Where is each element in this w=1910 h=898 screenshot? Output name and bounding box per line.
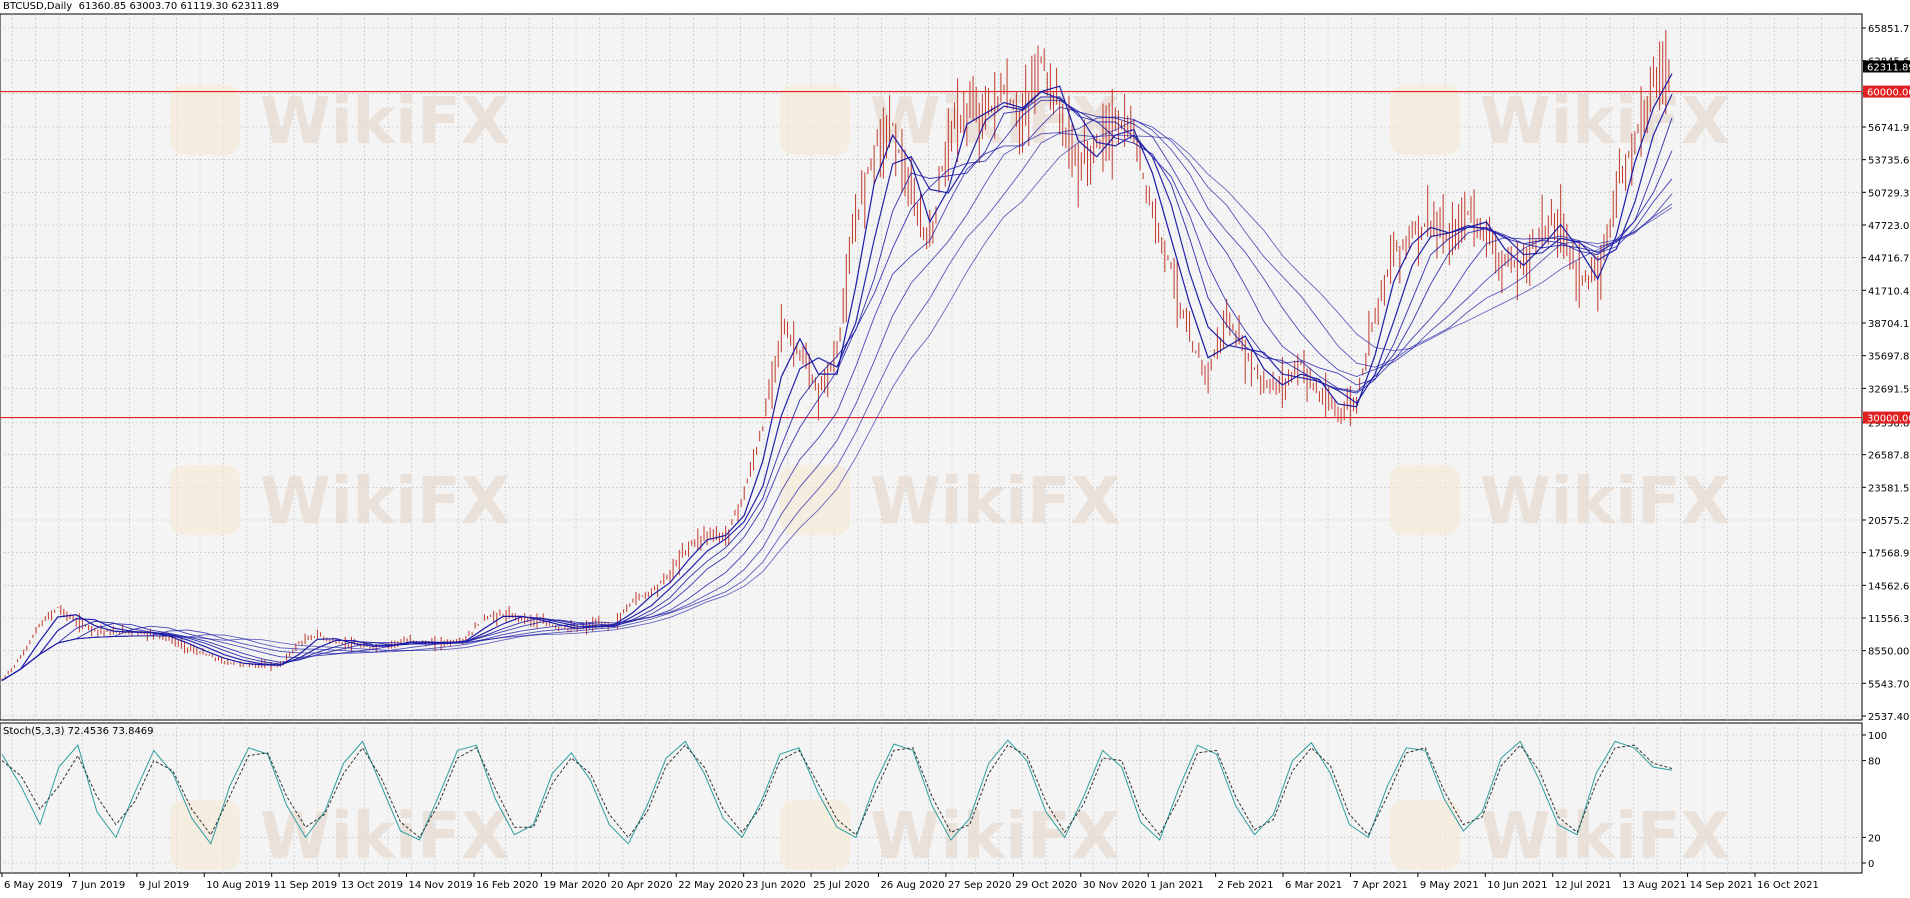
price-tag	[1863, 85, 1910, 98]
price-tick-label: 23581.50	[1868, 483, 1910, 494]
stoch-plot-area[interactable]	[0, 722, 1863, 874]
time-tick-label: 22 May 2020	[678, 880, 743, 891]
watermark-text: WikiFX	[870, 800, 1120, 874]
time-tick-label: 2 Feb 2021	[1218, 880, 1274, 891]
watermark-logo-icon	[780, 800, 850, 870]
price-candles	[1, 30, 1670, 681]
price-tick-label: 35697.80	[1868, 352, 1910, 363]
time-tick-label: 9 May 2021	[1420, 880, 1479, 891]
price-tick-label: 56741.90	[1868, 123, 1910, 134]
watermark-logo-icon	[780, 85, 850, 155]
moving-average-line	[1, 90, 1673, 682]
watermark-text: WikiFX	[1480, 85, 1730, 159]
time-tick-label: 16 Feb 2020	[476, 880, 538, 891]
stoch-tick-label: 20	[1868, 833, 1881, 844]
horizontal-level-lines	[0, 90, 1862, 419]
time-tick-label: 13 Oct 2019	[341, 880, 403, 891]
time-tick-label: 10 Aug 2019	[206, 880, 270, 891]
watermark-text: WikiFX	[260, 465, 510, 539]
price-tick-label: 32691.50	[1868, 384, 1910, 395]
price-tag-label: 60000.00	[1867, 88, 1910, 99]
price-tick-label: 20575.20	[1868, 516, 1910, 527]
moving-average-line	[1, 116, 1673, 681]
price-tag-label: 30000.00	[1867, 414, 1910, 425]
time-tick-label: 29 Oct 2020	[1015, 880, 1077, 891]
moving-average-line	[1, 134, 1673, 681]
time-tick-label: 9 Jul 2019	[139, 880, 189, 891]
price-tick-label: 2537.40	[1868, 712, 1909, 723]
time-axis: 6 May 2019 7 Jun 2019 9 Jul 2019 10 Aug 201…	[1, 873, 1819, 891]
watermark-logo-icon	[1390, 465, 1460, 535]
stoch-signal-line	[1, 744, 1673, 839]
watermark-text: WikiFX	[260, 800, 510, 874]
time-tick-label: 6 May 2019	[4, 880, 63, 891]
watermark-logo-icon	[170, 465, 240, 535]
moving-average-line	[1, 106, 1673, 681]
stoch-header: Stoch(5,3,3) 72.4536 73.8469	[3, 726, 154, 737]
moving-average-line	[1, 119, 1673, 681]
watermark-logo-icon	[780, 465, 850, 535]
stoch-axis: 100 80 20 0	[1862, 731, 1887, 870]
price-tick-label: 47723.00	[1868, 221, 1910, 232]
time-tick-label: 20 Apr 2020	[611, 880, 673, 891]
time-tick-label: 19 Mar 2020	[543, 880, 606, 891]
time-tick-label: 14 Nov 2019	[409, 880, 473, 891]
price-tick-label: 14562.60	[1868, 581, 1910, 592]
time-tick-label: 30 Nov 2020	[1083, 880, 1147, 891]
watermark-logo-icon	[1390, 800, 1460, 870]
moving-average-ribbon	[1, 73, 1673, 682]
price-tick-label: 5543.70	[1868, 679, 1909, 690]
price-tag	[1863, 411, 1910, 424]
time-tick-label: 12 Jul 2021	[1555, 880, 1612, 891]
watermark-logo-icon	[170, 800, 240, 870]
price-tick-label: 38704.10	[1868, 319, 1910, 330]
time-tick-label: 16 Oct 2021	[1757, 880, 1819, 891]
price-tag-label: 62311.89	[1867, 62, 1910, 73]
watermark-text: WikiFX	[870, 465, 1120, 539]
time-tick-label: 27 Sep 2020	[948, 880, 1011, 891]
time-tick-label: 10 Jun 2021	[1487, 880, 1547, 891]
time-tick-label: 7 Jun 2019	[71, 880, 125, 891]
watermark-text: WikiFX	[1480, 465, 1730, 539]
price-tick-label: 11556.30	[1868, 614, 1910, 625]
ohlc-values: 61360.85 63003.70 61119.30 62311.89	[78, 1, 279, 12]
price-tick-label: 50729.30	[1868, 188, 1910, 199]
moving-average-line	[1, 96, 1673, 681]
price-tick-label: 26587.80	[1868, 451, 1910, 462]
watermark-text: WikiFX	[1480, 800, 1730, 874]
time-tick-label: 25 Jul 2020	[813, 880, 870, 891]
time-tick-label: 23 Jun 2020	[746, 880, 806, 891]
main-plot-area[interactable]	[0, 13, 1863, 721]
stoch-tick-label: 0	[1868, 859, 1874, 870]
stoch-tick-label: 100	[1868, 731, 1887, 742]
price-tick-label: 44716.70	[1868, 254, 1910, 265]
time-tick-label: 13 Aug 2021	[1622, 880, 1686, 891]
watermark-layer: WikiFX WikiFX WikiFX WikiFX WikiFX WikiFX Wiki…	[170, 85, 1730, 874]
time-tick-label: 6 Mar 2021	[1285, 880, 1342, 891]
time-tick-label: 14 Sep 2021	[1690, 880, 1753, 891]
price-tick-label: 17568.90	[1868, 549, 1910, 560]
time-tick-label: 1 Jan 2021	[1150, 880, 1204, 891]
price-tick-label: 8550.00	[1868, 647, 1909, 658]
price-axis: 65851.7062845.6059832.7056741.9053735.60…	[1862, 24, 1910, 723]
price-tick-label: 65851.70	[1868, 24, 1910, 35]
price-tag	[1863, 60, 1910, 73]
time-tick-label: 11 Sep 2019	[274, 880, 337, 891]
stoch-tick-label: 80	[1868, 757, 1881, 768]
chart-header: BTCUSD,Daily 61360.85 63003.70 61119.30 …	[3, 1, 279, 12]
moving-average-line	[1, 99, 1673, 681]
symbol-label: BTCUSD,Daily	[3, 1, 73, 12]
watermark-logo-icon	[1390, 85, 1460, 155]
price-tick-label: 29558.80	[1868, 418, 1910, 429]
price-tick-label: 53735.60	[1868, 156, 1910, 167]
watermark-logo-icon	[170, 85, 240, 155]
stochastic-oscillator	[1, 739, 1673, 845]
price-tick-label: 41710.40	[1868, 286, 1910, 297]
watermark-text: WikiFX	[260, 85, 510, 159]
time-tick-label: 7 Apr 2021	[1352, 880, 1407, 891]
time-tick-label: 26 Aug 2020	[881, 880, 945, 891]
stoch-main-line	[1, 739, 1673, 845]
